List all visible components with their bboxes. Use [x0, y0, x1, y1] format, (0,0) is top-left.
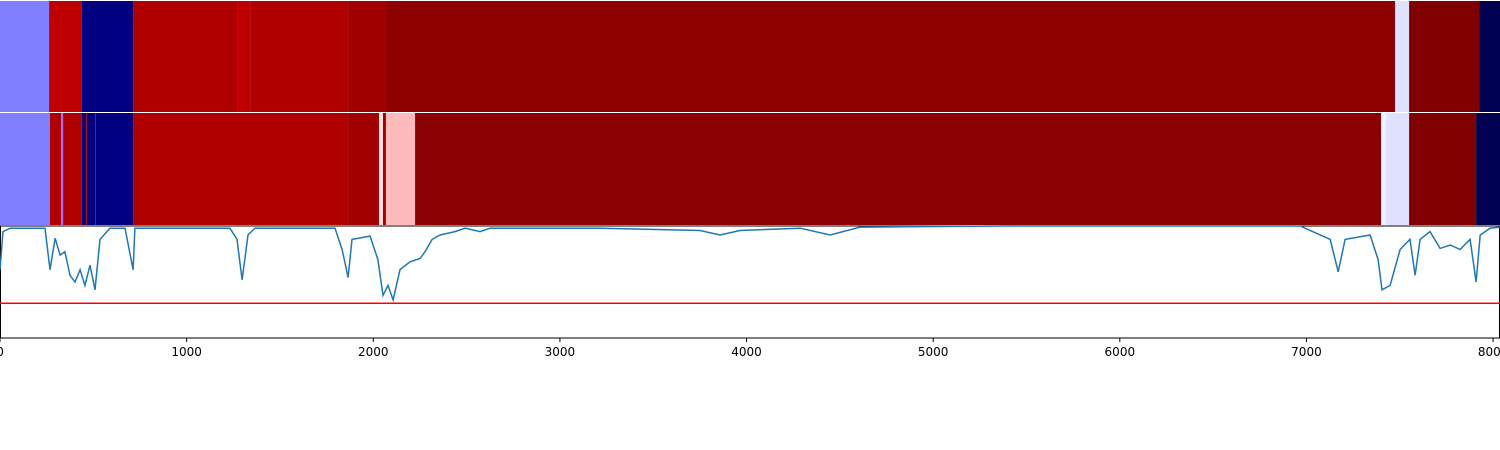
- segment: [0, 1, 50, 112]
- segment: [385, 1, 1396, 112]
- x-tick-label: 4000: [731, 345, 762, 359]
- segment: [415, 113, 1382, 225]
- x-tick-label: 6000: [1105, 345, 1136, 359]
- x-tick-label: 8000: [1478, 345, 1500, 359]
- x-tick-label: 0: [0, 345, 4, 359]
- segment: [63, 113, 82, 225]
- x-tick-label: 7000: [1291, 345, 1322, 359]
- plot-frame: [0, 225, 1500, 339]
- segment: [382, 113, 386, 225]
- segment: [1395, 1, 1410, 112]
- segment: [81, 1, 134, 112]
- segment: [1476, 113, 1500, 225]
- segment: [81, 113, 87, 225]
- segment: [348, 113, 380, 225]
- segment: [385, 113, 416, 225]
- x-tick-label: 3000: [545, 345, 576, 359]
- segment: [86, 113, 95, 225]
- segment: [1386, 113, 1410, 225]
- segment: [61, 113, 64, 225]
- segment: [1479, 1, 1500, 112]
- segment: [1409, 113, 1477, 225]
- segment: [133, 113, 349, 225]
- signal-line: [0, 225, 1500, 303]
- segment: [0, 113, 51, 225]
- segment: [94, 113, 96, 225]
- segment: [1381, 113, 1387, 225]
- segment: [348, 1, 386, 112]
- segment: [49, 1, 82, 112]
- x-tick-label: 2000: [358, 345, 389, 359]
- segment: [86, 113, 87, 225]
- segment: [379, 113, 383, 225]
- segment: [1409, 1, 1480, 112]
- segment: [50, 113, 62, 225]
- segment: [95, 113, 134, 225]
- segment: [250, 1, 349, 112]
- x-tick-label: 5000: [918, 345, 949, 359]
- segment: [133, 1, 238, 112]
- x-tick-label: 1000: [171, 345, 202, 359]
- segment: [237, 1, 251, 112]
